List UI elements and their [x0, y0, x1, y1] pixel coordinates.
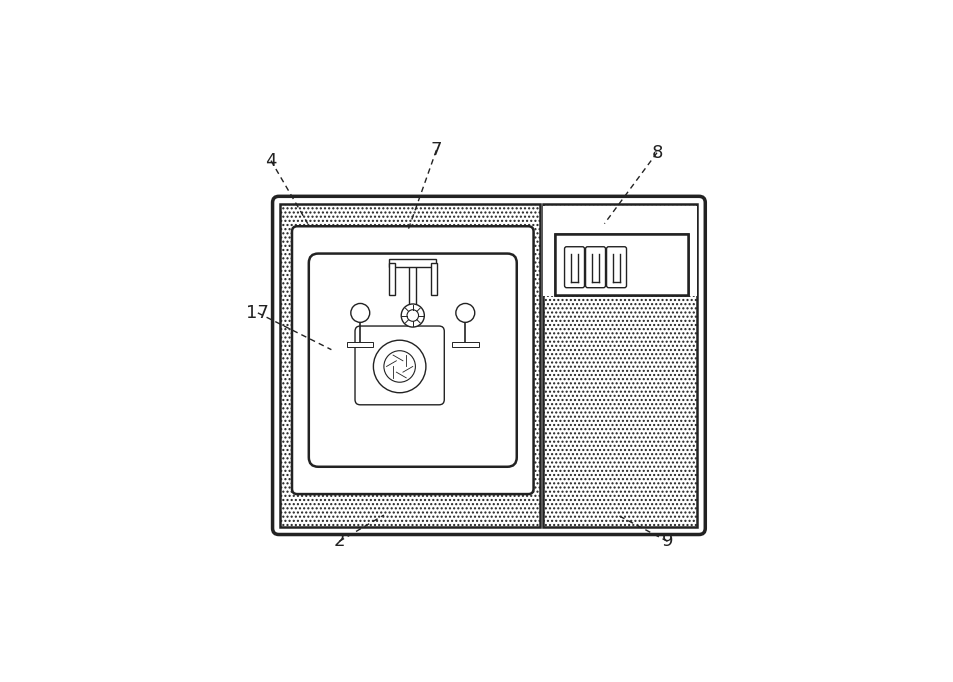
Circle shape [456, 303, 475, 323]
FancyBboxPatch shape [564, 247, 584, 288]
Bar [280, 204, 539, 527]
Text: 2: 2 [334, 533, 345, 550]
Bar [389, 259, 436, 267]
Bar [452, 342, 478, 346]
Bar [554, 234, 688, 295]
Text: 4: 4 [265, 151, 276, 170]
Text: 9: 9 [661, 533, 673, 550]
Bar [388, 263, 395, 295]
FancyBboxPatch shape [355, 326, 444, 405]
Text: 7: 7 [430, 141, 441, 159]
FancyBboxPatch shape [585, 247, 605, 288]
Circle shape [401, 304, 424, 327]
FancyBboxPatch shape [292, 226, 533, 494]
Bar [554, 234, 688, 295]
Text: 8: 8 [651, 144, 662, 162]
Circle shape [373, 340, 425, 393]
Text: 17: 17 [246, 304, 269, 322]
Bar [347, 342, 374, 346]
FancyBboxPatch shape [309, 254, 517, 466]
Bar [542, 204, 697, 527]
Bar [542, 206, 697, 296]
Bar [430, 263, 436, 295]
FancyBboxPatch shape [606, 247, 626, 288]
FancyBboxPatch shape [273, 196, 704, 535]
Circle shape [351, 303, 370, 323]
Bar [409, 261, 416, 313]
